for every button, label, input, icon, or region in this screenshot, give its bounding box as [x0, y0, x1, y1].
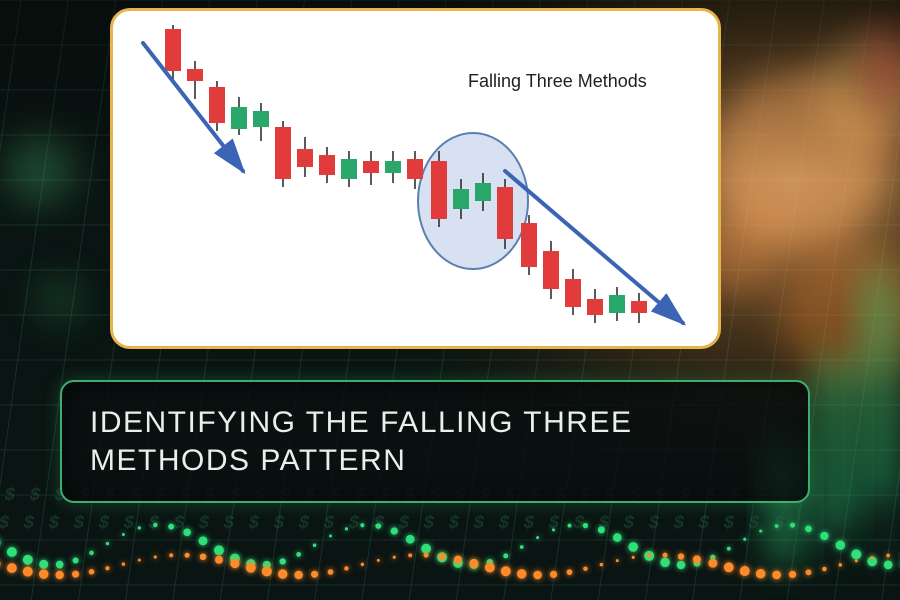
- candlestick-chart: [113, 11, 718, 346]
- pattern-label: Falling Three Methods: [468, 71, 647, 92]
- title-panel: IDENTIFYING THE FALLING THREE METHODS PA…: [60, 380, 810, 503]
- stage: $$$$$$$$$$$$$$$$$$$$$$$$$$$$$$$$$$$$$$$$…: [0, 0, 900, 600]
- title-text: IDENTIFYING THE FALLING THREE METHODS PA…: [90, 404, 780, 479]
- chart-card: Falling Three Methods: [110, 8, 721, 349]
